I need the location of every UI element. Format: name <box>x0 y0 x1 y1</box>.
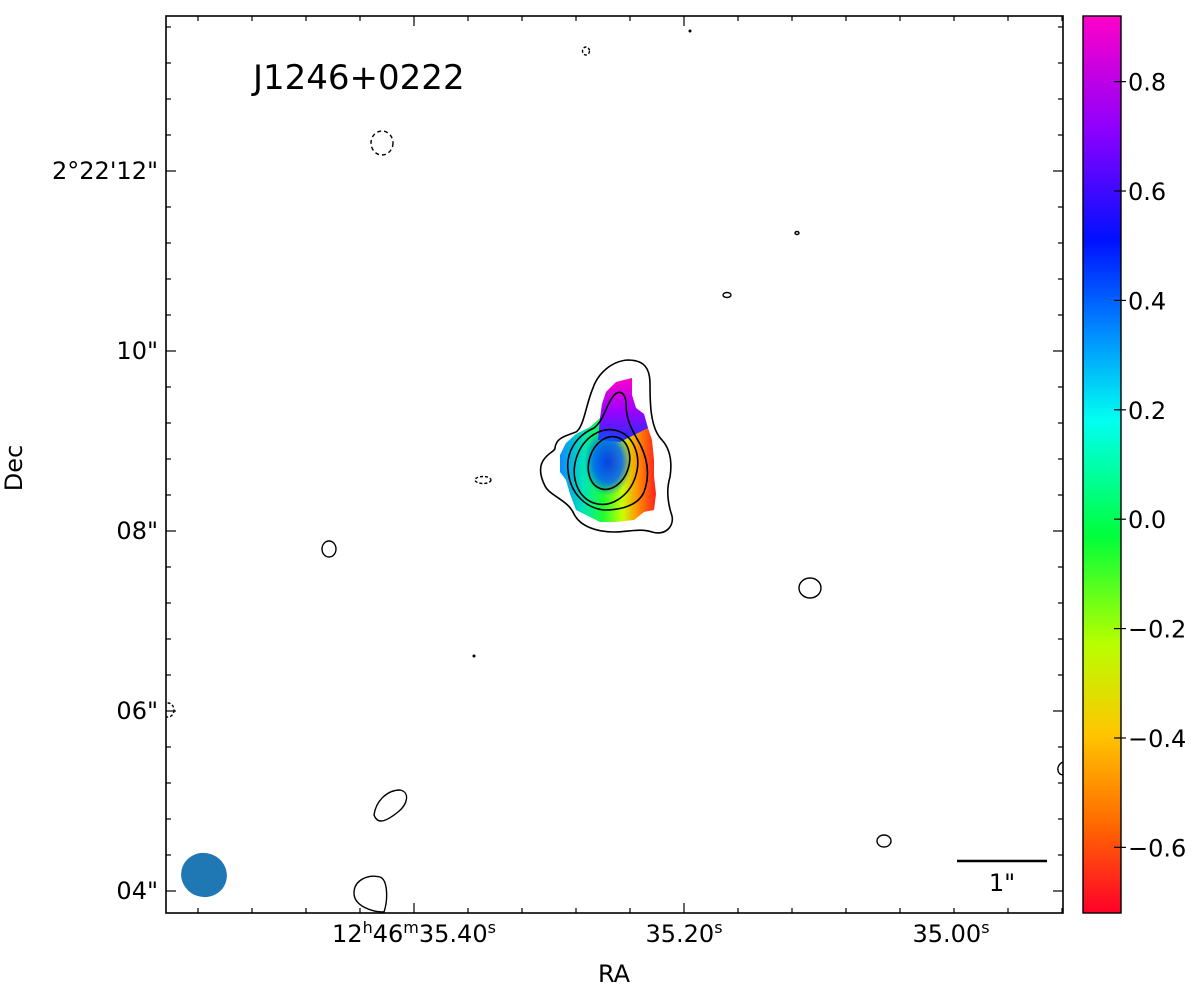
ra-tick-labels: 12h46m35.40s 35.20s 35.00s <box>332 918 989 949</box>
contour-middle <box>567 391 649 511</box>
colorbar-gradient <box>1082 15 1122 914</box>
velocity-map-core <box>584 428 632 496</box>
colorbar-tick-label: −0.2 <box>1128 616 1186 644</box>
dec-tick-labels: 2°22'12" 10" 08" 06" 04" <box>52 157 158 905</box>
noise-contour <box>722 291 732 299</box>
colorbar-tick-label: −0.4 <box>1128 725 1186 753</box>
noise-contour <box>370 130 394 156</box>
colorbar-tick-label: 0.0 <box>1128 506 1166 534</box>
scalebar-label: 1" <box>989 869 1015 897</box>
contour-inner-2 <box>587 435 631 491</box>
dec-tick-label-1: 2°22'12" <box>52 157 158 185</box>
plot-ticks <box>166 16 1063 913</box>
noise-contours <box>166 29 1063 913</box>
dec-tick-label-4: 06" <box>116 697 158 725</box>
noise-contour <box>876 834 892 848</box>
ra-tick-label-2: 35.20s <box>645 918 722 949</box>
noise-contour <box>688 29 692 33</box>
ra-tick-label-3: 35.00s <box>912 918 989 949</box>
dec-tick-label-2: 10" <box>116 337 158 365</box>
x-axis-title: RA <box>598 960 631 988</box>
dec-tick-label-5: 04" <box>116 877 158 905</box>
colorbar: 0.8 0.6 0.4 0.2 0.0 −0.2 −0.4 −0.6 <box>1082 15 1186 914</box>
contour-outer <box>539 359 674 534</box>
ra-tick-label-1: 12h46m35.40s <box>332 918 496 949</box>
source-label: J1246+0222 <box>251 58 465 98</box>
source-contours <box>539 359 674 534</box>
noise-contour <box>353 875 388 913</box>
image-panel: 1" J1246+0222 12h46m35.40s 35.20s 35.00s… <box>0 15 1064 988</box>
y-axis-title: Dec <box>0 445 28 491</box>
noise-contour <box>472 654 476 658</box>
colorbar-tick-label: −0.6 <box>1128 834 1186 862</box>
colorbar-tick-label: 0.4 <box>1128 287 1166 315</box>
noise-contour <box>474 475 492 485</box>
noise-contour <box>373 789 408 822</box>
noise-contour <box>1057 761 1063 776</box>
contour-inner-1 <box>573 428 639 506</box>
beam-ellipse <box>181 852 227 898</box>
colorbar-ticks: 0.8 0.6 0.4 0.2 0.0 −0.2 −0.4 −0.6 <box>1114 69 1186 862</box>
colorbar-tick-label: 0.6 <box>1128 178 1166 206</box>
noise-contour <box>581 46 591 56</box>
noise-contour <box>321 540 337 558</box>
noise-contour <box>794 230 800 236</box>
noise-contour <box>166 702 175 718</box>
noise-contour <box>798 577 822 599</box>
dec-tick-label-3: 08" <box>116 517 158 545</box>
colorbar-tick-label: 0.8 <box>1128 69 1166 97</box>
velocity-map-north <box>598 378 648 442</box>
colorbar-tick-label: 0.2 <box>1128 397 1166 425</box>
